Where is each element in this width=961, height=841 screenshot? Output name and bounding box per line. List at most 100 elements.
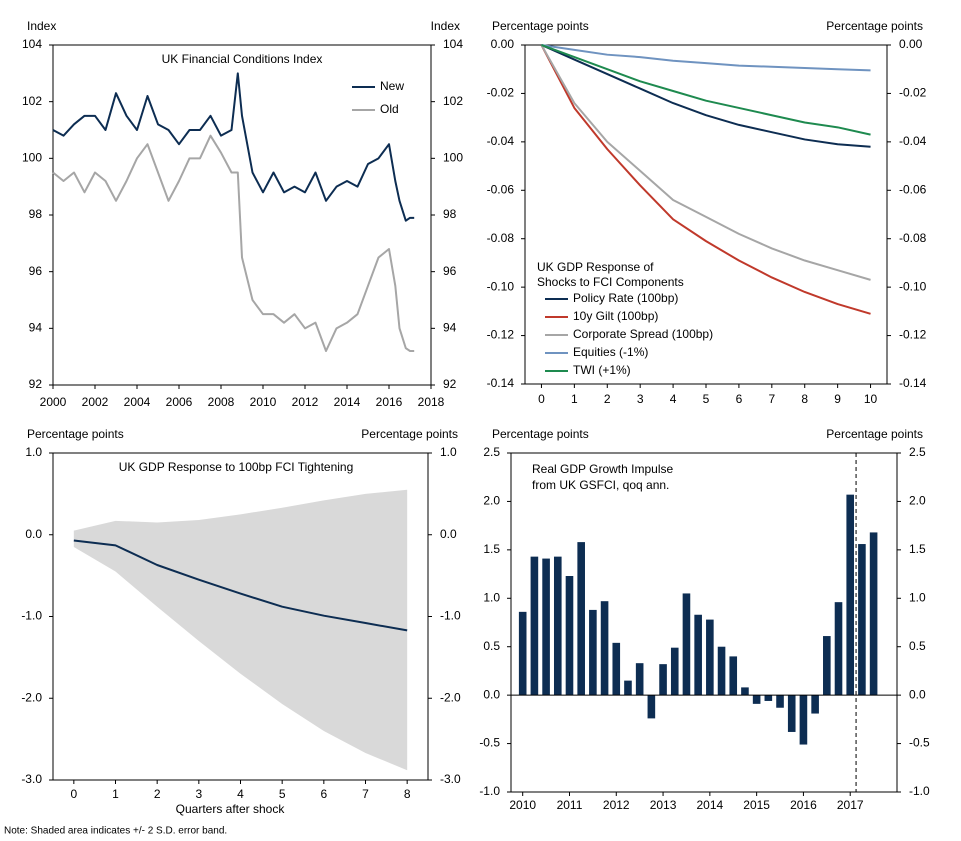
x-tick-label: 3 — [195, 787, 202, 801]
y2-tick-label: 104 — [443, 37, 463, 51]
y-tick-label: 96 — [29, 264, 43, 278]
bar — [834, 602, 843, 696]
x-tick-label: 2012 — [603, 798, 630, 812]
x-tick-label: 5 — [703, 392, 710, 406]
x-tick-label: 2017 — [837, 798, 864, 812]
x-tick-label: 4 — [670, 392, 677, 406]
x-tick-label: 10 — [864, 392, 878, 406]
x-tick-label: 0 — [70, 787, 77, 801]
x-tick-label: 1 — [571, 392, 578, 406]
y2-tick-label: -0.04 — [899, 134, 927, 148]
legend-label: Policy Rate (100bp) — [573, 291, 678, 305]
y-tick-label: -0.5 — [479, 736, 500, 750]
y-axis-label: Index — [27, 19, 56, 33]
y2-tick-label: 100 — [443, 151, 463, 165]
legend-label: 10y Gilt (100bp) — [573, 309, 658, 323]
y2-tick-label: -0.08 — [899, 231, 927, 245]
y2-tick-label: -2.0 — [440, 690, 461, 704]
x-tick-label: 4 — [237, 787, 244, 801]
y2-tick-label: 0.00 — [899, 37, 923, 51]
x-tick-label: 2 — [604, 392, 611, 406]
chart-title: UK GDP Response to 100bp FCI Tightening — [119, 460, 354, 474]
y-tick-label: -1.0 — [21, 609, 42, 623]
legend-label: Corporate Spread (100bp) — [573, 327, 713, 341]
bar — [787, 695, 796, 732]
y-tick-label: 104 — [22, 37, 42, 51]
series-line — [540, 44, 871, 281]
y-tick-label: 102 — [22, 94, 42, 108]
y2-tick-label: 96 — [443, 264, 457, 278]
x-tick-label: 6 — [320, 787, 327, 801]
series-line — [541, 44, 871, 136]
series-line — [541, 44, 871, 148]
y2-tick-label: 1.0 — [909, 590, 926, 604]
x-tick-label: 2015 — [743, 798, 770, 812]
y2-tick-label: -1.0 — [909, 784, 930, 798]
x-tick-label: 2016 — [790, 798, 817, 812]
x-tick-label: 8 — [801, 392, 808, 406]
y-tick-label: -0.12 — [487, 328, 515, 342]
series-line — [540, 44, 871, 315]
bar — [577, 542, 585, 696]
legend-title: Shocks to FCI Components — [537, 275, 684, 289]
bar — [659, 664, 667, 696]
y2-axis-label: Percentage points — [826, 427, 923, 441]
y2-tick-label: -0.10 — [899, 279, 927, 293]
y2-tick-label: 102 — [443, 94, 463, 108]
bar — [764, 695, 773, 701]
y2-axis-label: Index — [431, 19, 460, 33]
x-tick-label: 8 — [404, 787, 411, 801]
y-tick-label: 1.0 — [483, 590, 500, 604]
x-tick-label: 1 — [112, 787, 119, 801]
y2-tick-label: 0.0 — [440, 527, 457, 541]
y-tick-label: 94 — [29, 321, 43, 335]
bar — [846, 494, 855, 696]
bar — [553, 556, 562, 696]
x-tick-label: 2014 — [696, 798, 723, 812]
legend-title: UK GDP Response of — [537, 260, 654, 274]
bar — [799, 695, 808, 745]
x-tick-label: 2010 — [509, 798, 536, 812]
x-tick-label: 0 — [538, 392, 545, 406]
y2-tick-label: 2.0 — [909, 494, 926, 508]
bar — [624, 680, 632, 696]
bar — [589, 609, 597, 696]
bar — [600, 601, 609, 696]
y2-tick-label: -0.06 — [899, 182, 927, 196]
y-tick-label: 1.5 — [483, 542, 500, 556]
y2-tick-label: 2.5 — [909, 445, 926, 459]
series-line — [52, 72, 415, 222]
y-tick-label: 2.5 — [483, 445, 500, 459]
y-tick-label: 1.0 — [25, 445, 42, 459]
x-tick-label: 3 — [637, 392, 644, 406]
y-tick-label: -0.02 — [487, 86, 515, 100]
x-tick-label: 2011 — [557, 798, 583, 812]
bar — [694, 614, 702, 696]
chart-title: UK Financial Conditions Index — [162, 52, 323, 66]
x-tick-label: 2014 — [334, 395, 361, 409]
bar — [682, 593, 691, 696]
y-tick-label: -0.08 — [487, 231, 515, 245]
x-tick-label: 2000 — [40, 395, 67, 409]
y-tick-label: 92 — [29, 377, 43, 391]
y2-tick-label: -0.14 — [899, 376, 927, 390]
y2-tick-label: 0.5 — [909, 639, 926, 653]
y-tick-label: -1.0 — [479, 784, 500, 798]
bar — [635, 663, 644, 696]
x-tick-label: 7 — [362, 787, 369, 801]
y-tick-label: -0.14 — [487, 376, 515, 390]
y-tick-label: -0.04 — [487, 134, 515, 148]
y2-tick-label: 92 — [443, 377, 457, 391]
y2-tick-label: -0.5 — [909, 736, 930, 750]
x-tick-label: 2013 — [650, 798, 677, 812]
bar — [612, 642, 621, 696]
y-tick-label: 0.00 — [491, 37, 515, 51]
y2-tick-label: -0.02 — [899, 86, 927, 100]
chart-title: Real GDP Growth Impulse — [532, 462, 673, 476]
y-tick-label: 2.0 — [483, 494, 500, 508]
bar — [752, 695, 761, 704]
y2-axis-label: Percentage points — [361, 427, 458, 441]
bar — [530, 556, 539, 696]
x-tick-label: 5 — [279, 787, 286, 801]
y-tick-label: 0.0 — [483, 687, 500, 701]
